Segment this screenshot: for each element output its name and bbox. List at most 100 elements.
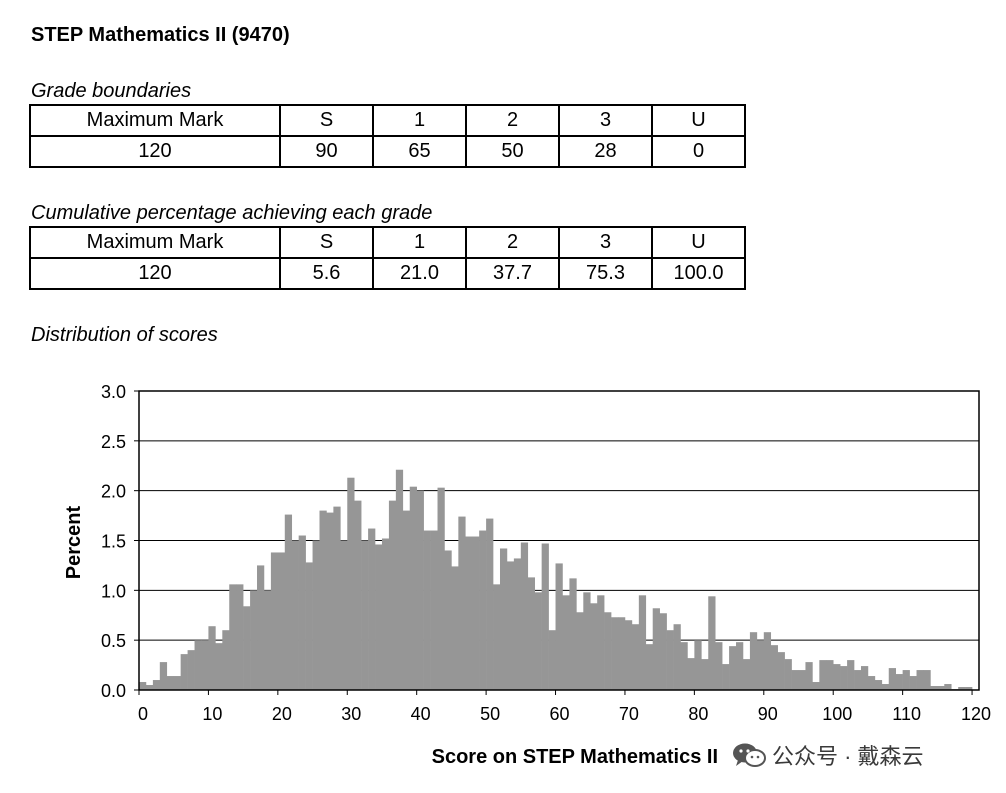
bar (819, 660, 827, 690)
bar (590, 603, 598, 690)
bar (527, 577, 536, 690)
bar (243, 606, 251, 690)
bar (291, 540, 299, 690)
value-cell: 5.6 (279, 257, 374, 290)
bar (618, 617, 626, 690)
bar (798, 670, 806, 690)
bar (479, 530, 487, 690)
bar (638, 595, 647, 690)
header-cell: 2 (465, 104, 560, 137)
bar (201, 640, 209, 690)
bar (611, 617, 619, 690)
bar (423, 530, 431, 690)
bar (145, 685, 154, 690)
bar (944, 684, 952, 690)
x-tick-label: 100 (822, 704, 852, 724)
bar (749, 632, 758, 690)
bar (277, 552, 286, 690)
bar (180, 654, 188, 690)
bar (562, 595, 570, 690)
bar (687, 658, 695, 690)
cumulative-percentage-table: Maximum Mark S 1 2 3 U 120 5.6 21.0 37.7… (29, 226, 746, 290)
wechat-icon (733, 743, 766, 767)
x-tick-label: 50 (480, 704, 500, 724)
header-cell: 3 (558, 226, 653, 259)
bar (916, 670, 924, 690)
page-title: STEP Mathematics II (9470) (31, 24, 290, 46)
bar (722, 664, 730, 690)
grade-boundaries-table: Maximum Mark S 1 2 3 U 120 90 65 50 28 0 (29, 104, 746, 168)
bar (909, 676, 917, 690)
bar (319, 510, 327, 690)
bar (791, 670, 799, 690)
bar (770, 645, 778, 690)
x-tick-label: 60 (550, 704, 570, 724)
axis-ticks: 0.0 0.5 1.0 1.5 2.0 2.5 3.0 0 10 20 30 40 50 60 70 80 90… (101, 382, 991, 724)
header-cell: S (279, 104, 374, 137)
header-cell: U (651, 226, 746, 259)
header-cell: Maximum Mark (29, 226, 281, 259)
x-tick-label: 80 (688, 704, 708, 724)
value-cell: 0 (651, 135, 746, 168)
bar (173, 676, 181, 690)
bar (263, 590, 272, 690)
y-tick-label: 1.0 (101, 581, 126, 601)
bars (139, 469, 973, 690)
bar (784, 659, 792, 690)
bar (229, 584, 237, 690)
bar (729, 646, 737, 690)
bar (333, 506, 341, 690)
bar (736, 642, 744, 690)
bar (555, 563, 563, 690)
bar (347, 477, 355, 690)
bar (958, 687, 966, 690)
bar (847, 660, 855, 690)
value-cell: 21.0 (372, 257, 467, 290)
bar (548, 630, 556, 690)
bar (388, 500, 397, 690)
bar (576, 612, 584, 690)
x-tick-label: 90 (758, 704, 778, 724)
table-row: 120 90 65 50 28 0 (29, 135, 746, 168)
header-cell: Maximum Mark (29, 104, 281, 137)
bar (854, 670, 862, 690)
header-cell: 2 (465, 226, 560, 259)
bar (451, 566, 459, 690)
bar (708, 596, 716, 690)
header-cell: 3 (558, 104, 653, 137)
x-tick-label: 20 (272, 704, 292, 724)
bar (465, 536, 473, 690)
bar (673, 624, 681, 690)
bar (472, 536, 480, 690)
bar (402, 510, 411, 690)
bar (874, 680, 883, 690)
bar (694, 640, 702, 690)
value-cell: 37.7 (465, 257, 560, 290)
value-cell: 100.0 (651, 257, 746, 290)
bar (541, 543, 549, 690)
bar (215, 643, 223, 690)
bar (888, 668, 896, 690)
bar (340, 540, 348, 690)
y-tick-label: 3.0 (101, 382, 126, 402)
bar (583, 592, 591, 690)
bar (395, 469, 404, 690)
bar (805, 662, 813, 690)
bar (742, 659, 751, 690)
boundaries-caption: Grade boundaries (31, 80, 192, 102)
header-cell: U (651, 104, 746, 137)
bar (257, 565, 265, 690)
bar (860, 666, 869, 690)
bar (368, 528, 376, 690)
value-cell: 50 (465, 135, 560, 168)
bar (701, 659, 709, 690)
bar (659, 613, 667, 690)
x-tick-label: 120 (961, 704, 991, 724)
bar (409, 486, 417, 690)
bar (458, 516, 466, 690)
header-cell: 1 (372, 104, 467, 137)
bar (430, 530, 438, 690)
value-cell: 28 (558, 135, 653, 168)
bar (152, 680, 161, 690)
bar (534, 592, 542, 690)
